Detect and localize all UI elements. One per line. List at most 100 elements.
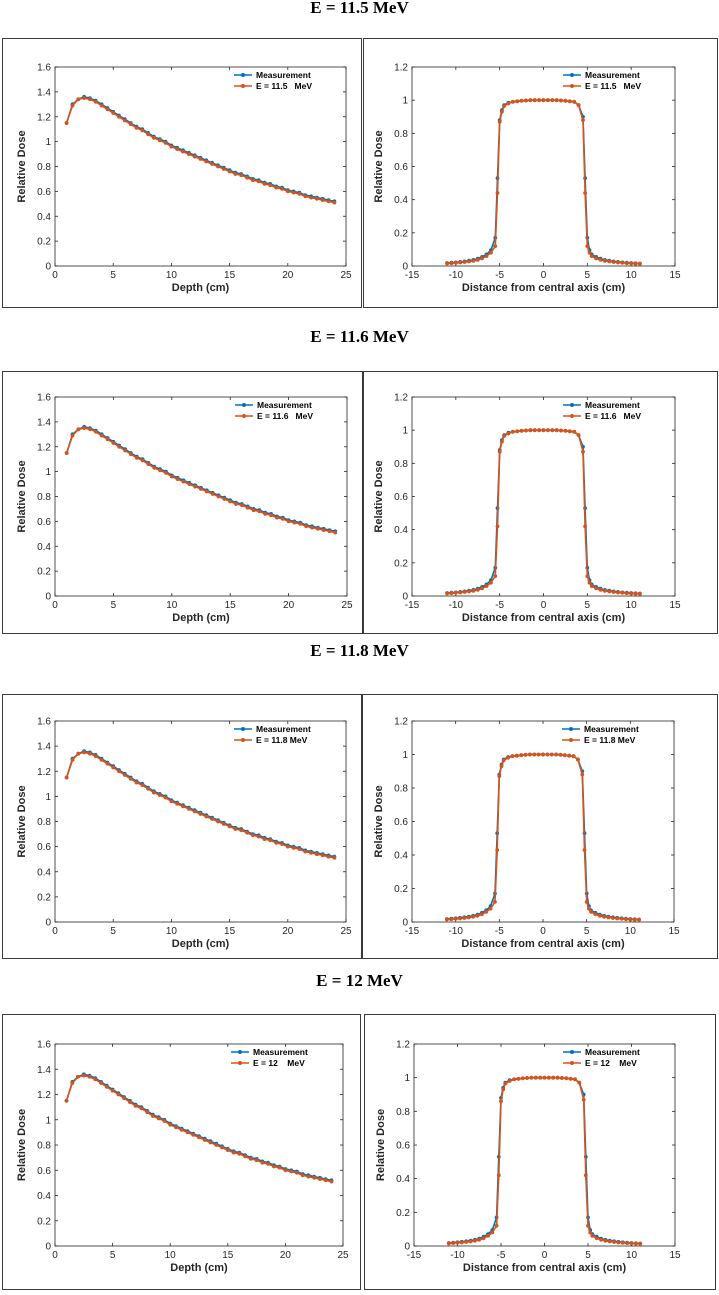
y-tick-label: 1 <box>402 750 408 761</box>
data-point <box>88 751 92 756</box>
data-point <box>616 260 620 265</box>
data-point <box>581 1097 586 1102</box>
data-point <box>453 260 458 265</box>
data-point <box>128 776 133 781</box>
data-point <box>140 783 145 787</box>
data-point <box>638 1241 643 1246</box>
data-point <box>541 98 546 103</box>
legend-marker <box>570 1061 574 1065</box>
y-tick-label: 1 <box>45 467 51 478</box>
data-point <box>583 524 587 529</box>
y-tick-label: 0.6 <box>394 817 408 828</box>
profile-chart-2: -15 -10 -5 0 5 10 15 0 0.2 0.4 0.6 0.8 1 1.2 Distance … <box>373 393 681 625</box>
data-point <box>576 433 581 437</box>
data-point <box>266 1162 270 1166</box>
section-title-2: E = 11.6 MeV <box>310 327 409 346</box>
data-point <box>462 590 467 594</box>
legend-marker <box>241 727 245 731</box>
y-tick-label: 0.8 <box>394 459 408 470</box>
data-point <box>76 427 81 432</box>
legend-marker <box>241 738 245 742</box>
data-point <box>471 589 476 593</box>
data-point <box>576 103 581 107</box>
data-point <box>262 837 267 841</box>
data-point <box>332 856 337 860</box>
data-point <box>152 136 156 140</box>
data-point <box>502 434 506 438</box>
data-point <box>562 753 567 758</box>
x-tick-label: -10 <box>448 926 463 937</box>
data-point <box>514 753 519 758</box>
data-point <box>500 439 504 444</box>
data-point <box>298 522 303 526</box>
data-point <box>541 752 545 757</box>
data-point <box>486 1234 490 1238</box>
data-point <box>481 1236 486 1241</box>
data-point <box>181 804 185 809</box>
data-point <box>210 492 215 496</box>
plot-area <box>54 66 347 267</box>
y-tick-label: 0.4 <box>394 525 408 536</box>
profile-chart-4: -15 -10 -5 0 5 10 15 0 0.2 0.4 0.6 0.8 1 1.2 Distance … <box>375 1040 681 1275</box>
data-point <box>581 118 585 122</box>
data-point <box>297 847 302 851</box>
data-point <box>152 466 157 470</box>
data-point <box>607 1239 612 1244</box>
data-point <box>629 261 634 266</box>
data-point <box>280 517 285 521</box>
data-point <box>489 250 493 255</box>
y-tick-label: 0.8 <box>37 817 51 828</box>
data-point <box>292 520 297 525</box>
data-point <box>611 260 616 264</box>
data-point <box>129 452 133 457</box>
x-tick-label: -15 <box>407 1250 422 1261</box>
data-point <box>484 910 489 914</box>
x-tick-label: 20 <box>282 926 294 937</box>
x-tick-label: -15 <box>405 600 420 611</box>
data-point <box>320 853 325 858</box>
y-tick-label: 1.2 <box>394 717 408 728</box>
data-point <box>240 503 244 508</box>
y-tick-label: 0.6 <box>37 1166 51 1177</box>
data-point <box>501 758 506 763</box>
data-point <box>64 775 69 780</box>
data-point <box>459 1240 464 1245</box>
data-point <box>598 588 603 592</box>
data-point <box>633 591 638 596</box>
data-point <box>484 584 489 588</box>
data-point <box>587 250 592 255</box>
x-tick-label: -15 <box>405 270 420 281</box>
data-point <box>637 917 641 922</box>
data-point <box>268 838 273 843</box>
x-tick-label: 0 <box>52 270 58 281</box>
data-point <box>274 185 279 190</box>
data-point <box>169 799 174 804</box>
data-point <box>99 1081 103 1085</box>
x-tick-label: 10 <box>626 270 638 281</box>
data-point <box>158 468 163 473</box>
x-tick-label: 5 <box>585 270 591 281</box>
pdd-chart-2: 0 5 10 15 20 25 0 0.2 0.4 0.6 0.8 1 1.2 1.4 1.6 Depth (… <box>16 393 353 625</box>
profile-chart-3: -15 -10 -5 0 5 10 15 0 0.2 0.4 0.6 0.8 1 1.2 Distance … <box>373 717 680 951</box>
data-point <box>82 426 87 430</box>
data-point <box>117 769 121 774</box>
pdd-chart-panel-3: 0 5 10 15 20 25 0 0.2 0.4 0.6 0.8 1 1.2 1.4 1.6 Depth (… <box>2 694 362 959</box>
x-axis-label: Depth (cm) <box>172 282 230 294</box>
data-point <box>616 590 620 595</box>
x-tick-label: -10 <box>449 270 464 281</box>
y-tick-label: 0.6 <box>394 492 408 503</box>
legend-marker <box>570 414 574 418</box>
x-axis-label: Distance from central axis (cm) <box>461 938 625 950</box>
x-tick-label: 10 <box>626 1250 638 1261</box>
data-point <box>70 1081 75 1085</box>
legend-marker <box>241 73 245 77</box>
y-tick-label: 0.2 <box>37 892 51 903</box>
data-point <box>214 1143 219 1147</box>
y-tick-label: 1 <box>45 792 51 803</box>
data-point <box>451 1241 456 1245</box>
data-point <box>291 846 296 850</box>
data-point <box>499 764 504 769</box>
data-point <box>99 103 104 108</box>
data-point <box>603 589 607 593</box>
data-point <box>524 98 528 103</box>
